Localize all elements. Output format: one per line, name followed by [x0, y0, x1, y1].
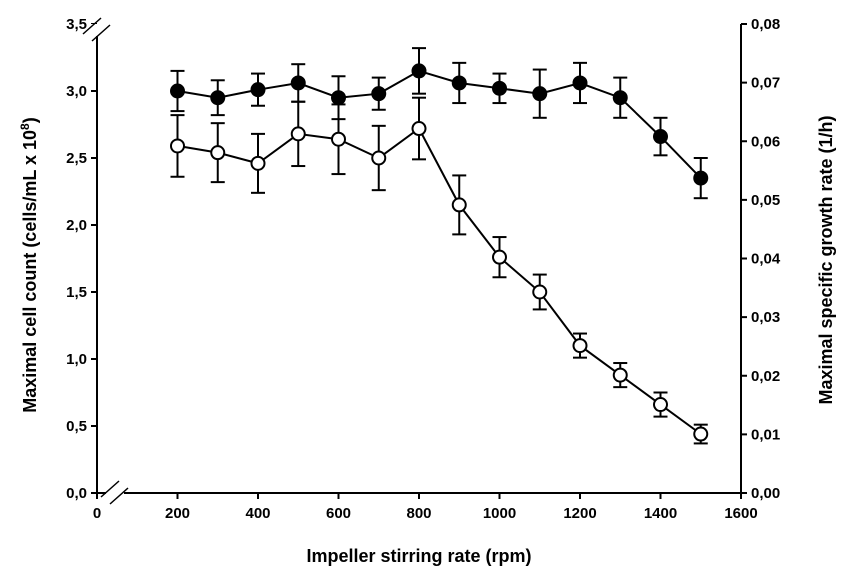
x-tick-label: 1400: [644, 505, 677, 522]
filled-data-point: [210, 90, 226, 106]
right-y-tick-label: 0,04: [751, 251, 781, 268]
open-data-point: [331, 131, 346, 147]
axis-break-marks: [82, 17, 129, 505]
filled-data-point: [572, 75, 588, 91]
filled-data-point: [331, 90, 346, 106]
data-points: [170, 63, 709, 442]
left-y-tick-label: 0,0: [66, 485, 87, 502]
right-y-tick-label: 0,08: [751, 16, 780, 33]
open-data-point: [250, 155, 266, 171]
open-data-point: [693, 426, 709, 442]
filled-data-point: [371, 86, 387, 102]
right-y-tick-label: 0,02: [751, 368, 780, 385]
x-tick-label: 200: [165, 505, 190, 522]
right-y-tick-label: 0,05: [751, 192, 780, 209]
tick-labels: 0,0 0,5 1,0 1,5 2,0 2,5 3,0 3,5 0,00 0,01 0,02 0,03…: [66, 16, 781, 522]
x-axis-break-slash: [109, 487, 129, 505]
right-y-tick-label: 0,06: [751, 133, 780, 150]
right-y-tick-label: 0,07: [751, 75, 780, 92]
open-data-point: [451, 197, 467, 213]
open-data-point: [170, 138, 185, 154]
error-bars: [170, 47, 708, 445]
x-axis-break-slash: [100, 480, 120, 498]
x-tick-label: 1000: [483, 505, 516, 522]
open-data-point: [210, 145, 226, 161]
right-y-axis-label: Maximal specific growth rate (1/h): [816, 115, 836, 404]
x-tick-label: 1200: [563, 505, 596, 522]
left-y-tick-label: 2,0: [66, 217, 87, 234]
open-data-point: [492, 249, 507, 265]
x-tick-label: 1600: [724, 505, 757, 522]
filled-data-point: [492, 80, 507, 96]
left-y-tick-label: 1,0: [66, 351, 87, 368]
left-y-tick-label: 3,0: [66, 83, 87, 100]
filled-data-point: [411, 63, 427, 79]
left-y-axis-label-text: Maximal cell count (cells/mL x 10: [20, 130, 40, 413]
filled-data-point: [693, 170, 709, 186]
left-y-axis-label-close: ): [20, 117, 40, 123]
x-tick-label: 600: [326, 505, 351, 522]
open-data-point: [612, 367, 628, 383]
filled-data-point: [290, 75, 306, 91]
series-open-line: [177, 127, 702, 435]
right-y-tick-label: 0,01: [751, 426, 780, 443]
filled-data-point: [653, 129, 668, 145]
tick-marks: [91, 23, 747, 499]
open-data-point: [572, 338, 588, 354]
open-data-point: [653, 397, 668, 413]
filled-data-point: [451, 75, 467, 91]
left-y-axis-label: Maximal cell count (cells/mL x 108): [18, 117, 40, 412]
open-data-point: [532, 284, 548, 300]
left-axis-break-slash: [82, 17, 102, 35]
x-axis-label: Impeller stirring rate (rpm): [306, 546, 531, 566]
filled-data-point: [612, 90, 628, 106]
left-y-tick-label: 1,5: [66, 284, 87, 301]
filled-data-point: [250, 82, 266, 98]
left-y-axis-label-superscript: 8: [18, 123, 32, 130]
left-axis-break-slash: [91, 24, 111, 42]
x-tick-label: 400: [245, 505, 270, 522]
open-data-point: [371, 150, 387, 166]
open-data-point: [411, 121, 427, 137]
x-tick-label: 0: [93, 505, 101, 522]
filled-data-point: [170, 83, 185, 99]
x-tick-label: 800: [406, 505, 431, 522]
right-y-tick-label: 0,00: [751, 485, 780, 502]
open-data-point: [290, 126, 306, 142]
right-y-tick-label: 0,03: [751, 309, 780, 326]
filled-data-point: [532, 86, 548, 102]
left-y-tick-label: 2,5: [66, 150, 87, 167]
left-y-tick-label: 0,5: [66, 418, 87, 435]
left-y-tick-label: 3,5: [66, 16, 87, 33]
